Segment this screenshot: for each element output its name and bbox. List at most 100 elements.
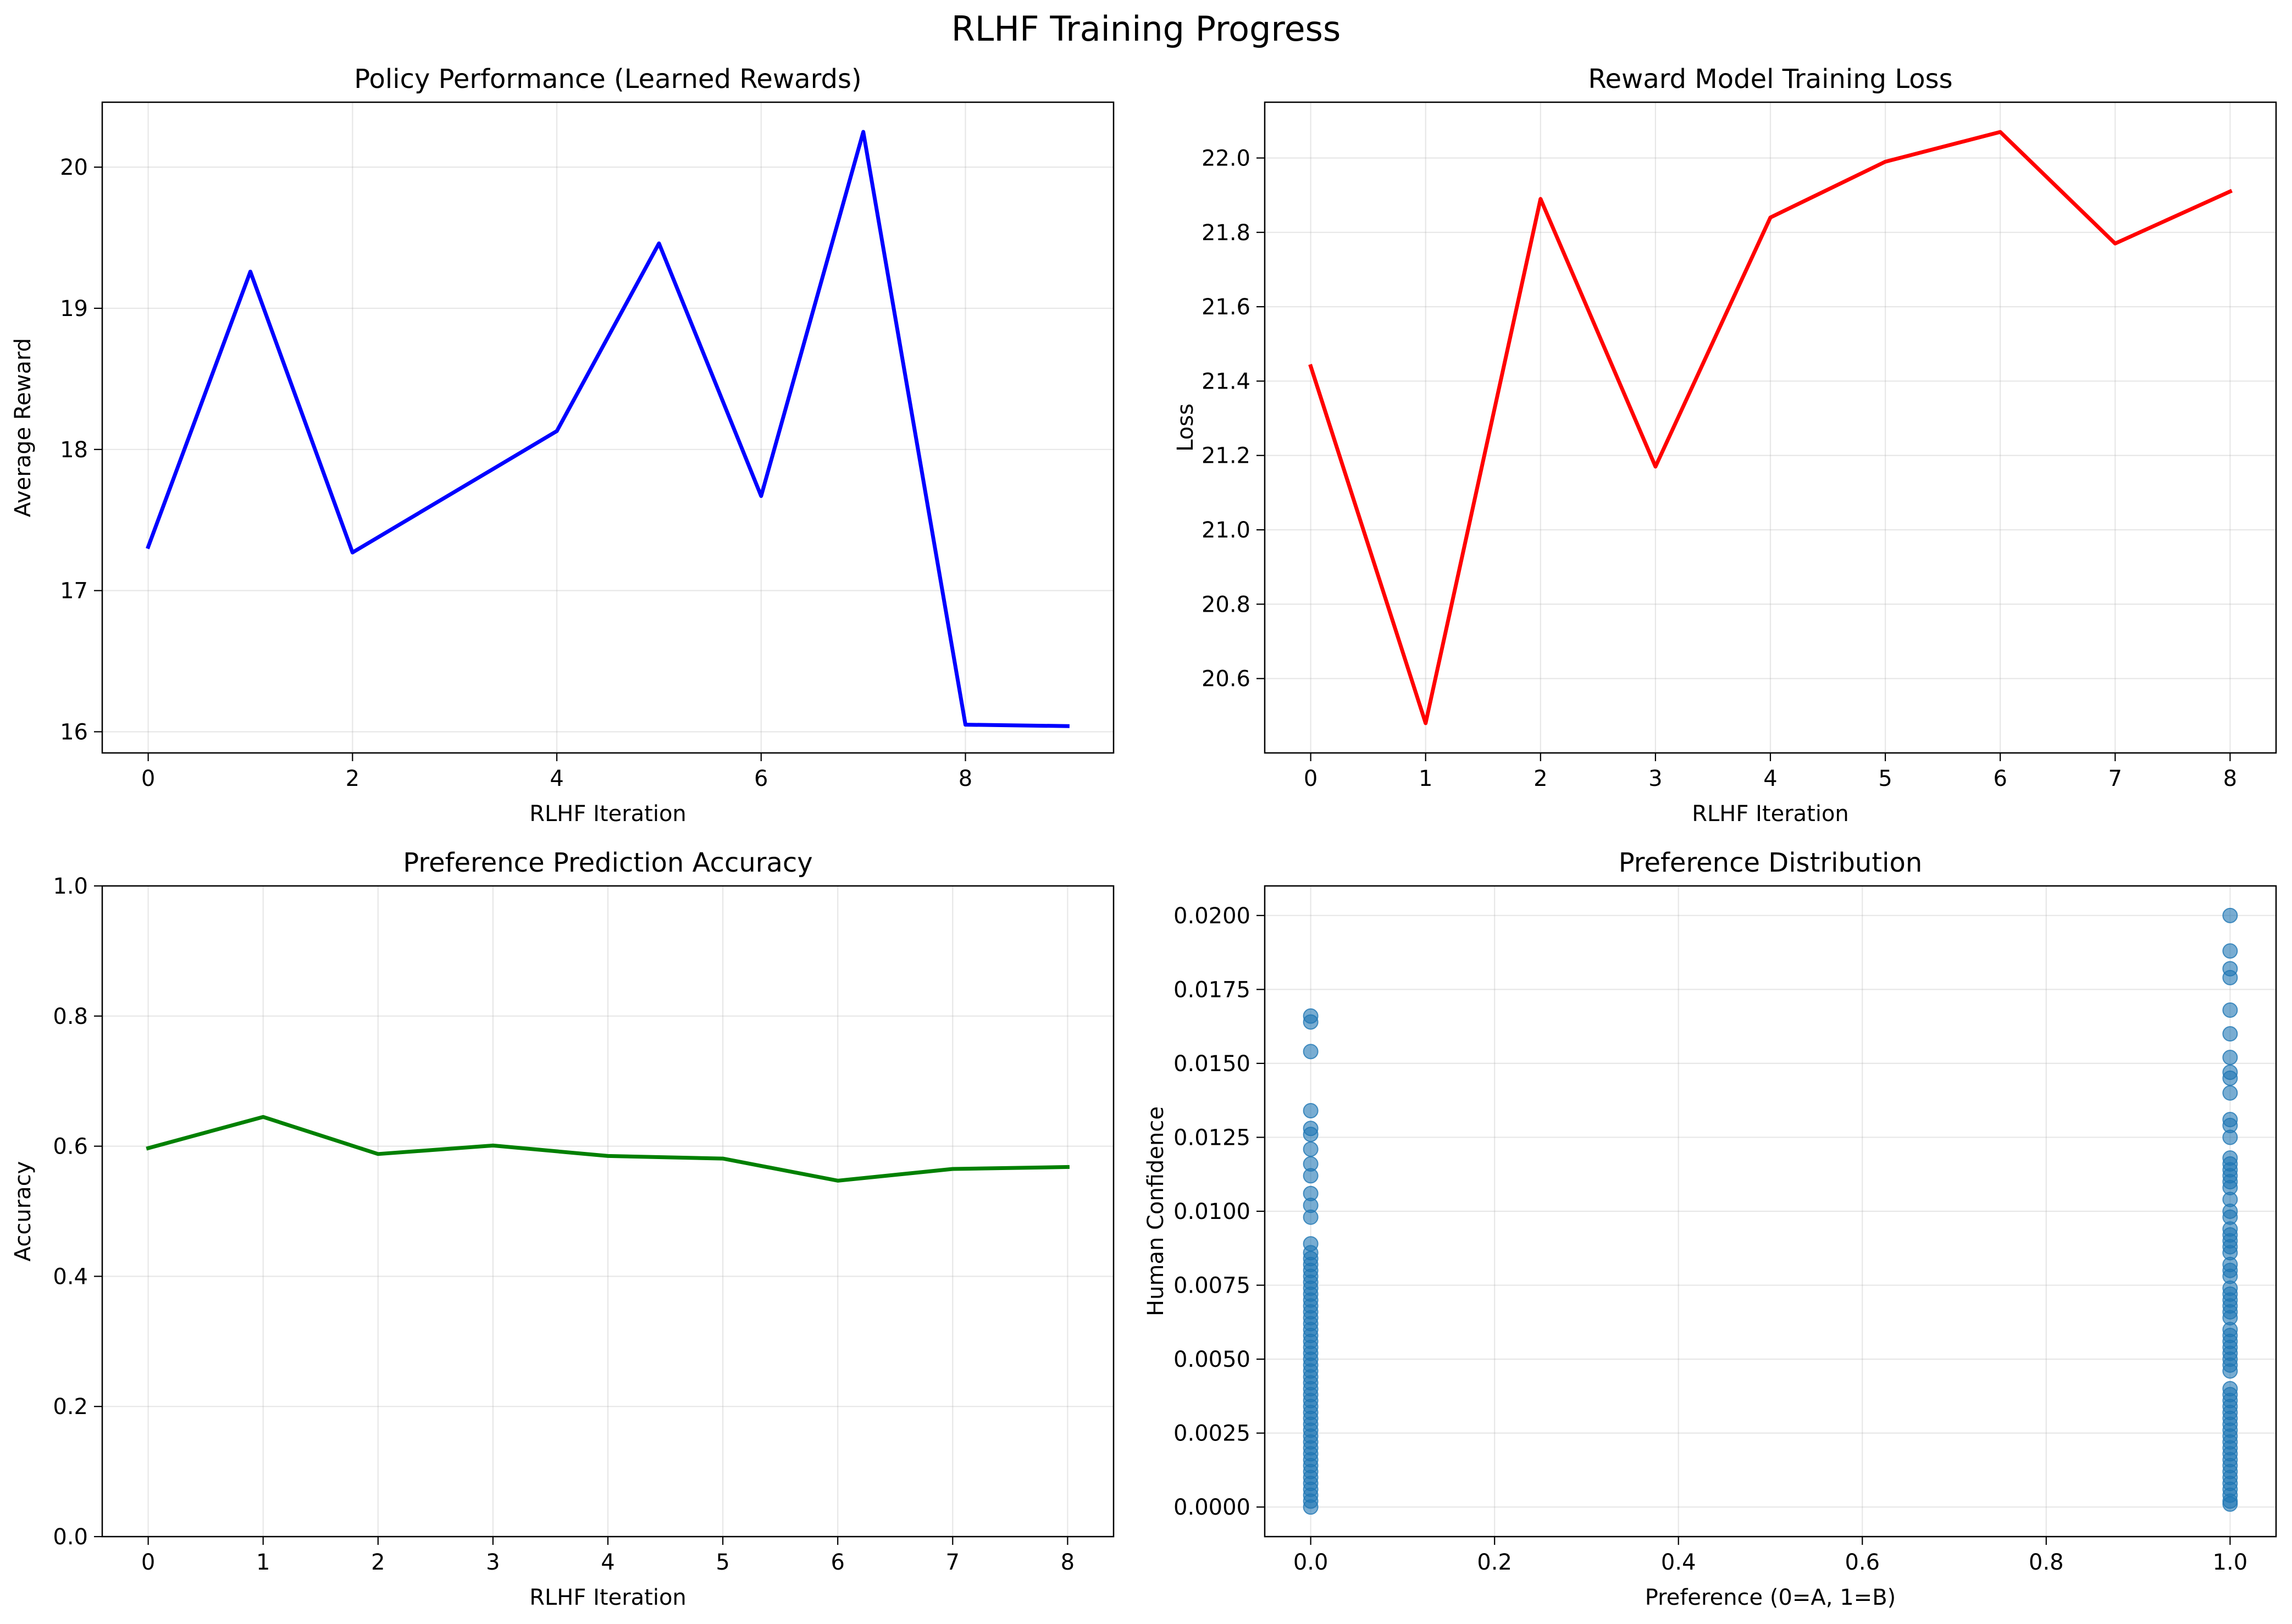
x-tick-label: 0.2 xyxy=(1477,1550,1512,1575)
y-tick-label: 0.0025 xyxy=(1173,1421,1250,1446)
x-tick-label: 4 xyxy=(550,766,563,791)
y-tick-label: 16 xyxy=(60,719,88,745)
x-axis-label: RLHF Iteration xyxy=(1692,801,1849,827)
chart-title: Preference Distribution xyxy=(1619,847,1923,878)
y-tick-label: 17 xyxy=(60,579,88,604)
policy-series-line xyxy=(146,130,1070,728)
scatter-point xyxy=(2222,907,2238,923)
x-tick-label: 6 xyxy=(1993,766,2007,791)
scatter-point xyxy=(2222,1070,2238,1086)
x-tick-label: 8 xyxy=(2223,766,2237,791)
reward-loss-panel: 0 1 2 3 4 5 6 7 8 20.6 20.8 21.0 21.2 21.4 21.6 21.8 22.… xyxy=(1173,64,2277,827)
scatter-point xyxy=(1303,1127,1319,1143)
x-tick-label: 2 xyxy=(371,1550,385,1575)
scatter-point xyxy=(1303,1141,1319,1157)
axes-frame xyxy=(101,101,1115,754)
scatter-point xyxy=(1303,1499,1319,1515)
scatter-point xyxy=(2222,1026,2238,1042)
y-axis-label: Human Confidence xyxy=(1143,1106,1169,1316)
loss-series-line xyxy=(1308,130,2233,725)
x-tick-label: 5 xyxy=(716,1550,729,1575)
scatter-point xyxy=(2222,1085,2238,1101)
accuracy-panel: 0 1 2 3 4 5 6 7 8 0.0 0.2 0.4 0.6 0.8 1.0 Preference Pr… xyxy=(10,847,1115,1610)
x-tick-label: 2 xyxy=(1533,766,1547,791)
x-axis-label: RLHF Iteration xyxy=(529,1585,687,1610)
x-tick-label: 0.8 xyxy=(2029,1550,2064,1575)
x-tick-label: 0 xyxy=(141,1550,155,1575)
x-tick-label: 1 xyxy=(256,1550,270,1575)
scatter-point xyxy=(2222,1002,2238,1018)
x-axis-label: Preference (0=A, 1=B) xyxy=(1645,1585,1896,1610)
x-tick-label: 8 xyxy=(959,766,972,791)
y-tick-label: 19 xyxy=(60,296,88,322)
scatter-point xyxy=(2222,1129,2238,1145)
x-tick-label: 0.6 xyxy=(1845,1550,1880,1575)
y-tick-label: 0.0200 xyxy=(1173,904,1250,929)
x-tick-label: 6 xyxy=(754,766,768,791)
x-tick-label: 1 xyxy=(1419,766,1432,791)
axes-frame xyxy=(1264,101,2277,754)
y-tick-label: 21.6 xyxy=(1202,295,1250,320)
y-tick-label: 0.6 xyxy=(53,1134,88,1160)
x-tick-label: 1.0 xyxy=(2213,1550,2248,1575)
x-tick-label: 4 xyxy=(1763,766,1777,791)
x-tick-label: 8 xyxy=(1061,1550,1075,1575)
y-tick-label: 0.0100 xyxy=(1173,1199,1250,1224)
x-tick-label: 0 xyxy=(1304,766,1317,791)
y-tick-label: 21.2 xyxy=(1202,444,1250,469)
x-tick-label: 7 xyxy=(946,1550,960,1575)
y-tick-label: 1.0 xyxy=(53,874,88,899)
scatter-point xyxy=(2222,1496,2238,1512)
x-tick-label: 3 xyxy=(1648,766,1662,791)
y-axis-label: Loss xyxy=(1173,403,1198,452)
y-tick-label: 21.0 xyxy=(1202,518,1250,543)
scatter-point xyxy=(1303,1168,1319,1184)
y-tick-label: 22.0 xyxy=(1202,146,1250,171)
x-tick-label: 0 xyxy=(141,766,155,791)
scatter-point xyxy=(1303,1209,1319,1225)
x-tick-label: 2 xyxy=(346,766,359,791)
scatter-point xyxy=(2222,943,2238,959)
x-tick-label: 3 xyxy=(486,1550,500,1575)
y-tick-label: 20.8 xyxy=(1202,592,1250,617)
y-tick-label: 0.4 xyxy=(53,1264,88,1289)
scatter-point xyxy=(2222,1363,2238,1379)
policy-performance-panel: 0 2 4 6 8 16 17 18 19 20 Policy Performance (Learn… xyxy=(10,64,1115,827)
x-tick-label: 4 xyxy=(601,1550,614,1575)
y-tick-label: 0.0 xyxy=(53,1525,88,1550)
axes-frame xyxy=(101,885,1115,1538)
y-tick-label: 0.0125 xyxy=(1173,1125,1250,1150)
axes-frame xyxy=(1264,885,2277,1538)
y-axis-label: Accuracy xyxy=(10,1161,36,1262)
x-axis-label: RLHF Iteration xyxy=(529,801,687,827)
x-tick-label: 5 xyxy=(1878,766,1892,791)
y-tick-label: 0.0075 xyxy=(1173,1273,1250,1299)
y-tick-label: 0.0050 xyxy=(1173,1347,1250,1372)
scatter-point xyxy=(1303,1044,1319,1060)
y-tick-label: 18 xyxy=(60,437,88,463)
scatter-point xyxy=(1303,1103,1319,1119)
scatter-point xyxy=(1303,1014,1319,1030)
scatter-point xyxy=(2222,1050,2238,1066)
y-tick-label: 0.2 xyxy=(53,1394,88,1420)
chart-title: Preference Prediction Accuracy xyxy=(403,847,812,878)
y-tick-label: 20.6 xyxy=(1202,667,1250,692)
x-tick-label: 7 xyxy=(2108,766,2122,791)
y-tick-label: 0.8 xyxy=(53,1004,88,1029)
y-axis-label: Average Reward xyxy=(10,338,36,517)
y-tick-label: 0.0150 xyxy=(1173,1051,1250,1077)
x-tick-label: 0.4 xyxy=(1661,1550,1696,1575)
figure-title: RLHF Training Progress xyxy=(951,9,1341,49)
y-tick-label: 0.0000 xyxy=(1173,1495,1250,1520)
accuracy-series-line xyxy=(146,1115,1070,1183)
y-tick-label: 20 xyxy=(60,155,88,180)
scatter-point xyxy=(2222,969,2238,985)
chart-title: Policy Performance (Learned Rewards) xyxy=(354,64,861,95)
chart-title: Reward Model Training Loss xyxy=(1588,64,1952,95)
preference-distribution-panel: 0.0 0.2 0.4 0.6 0.8 1.0 0.0000 0.0025 0.0050 0.00… xyxy=(1143,847,2277,1610)
x-tick-label: 0.0 xyxy=(1293,1550,1328,1575)
y-tick-label: 21.4 xyxy=(1202,369,1250,394)
x-tick-label: 6 xyxy=(831,1550,844,1575)
y-tick-label: 21.8 xyxy=(1202,220,1250,246)
